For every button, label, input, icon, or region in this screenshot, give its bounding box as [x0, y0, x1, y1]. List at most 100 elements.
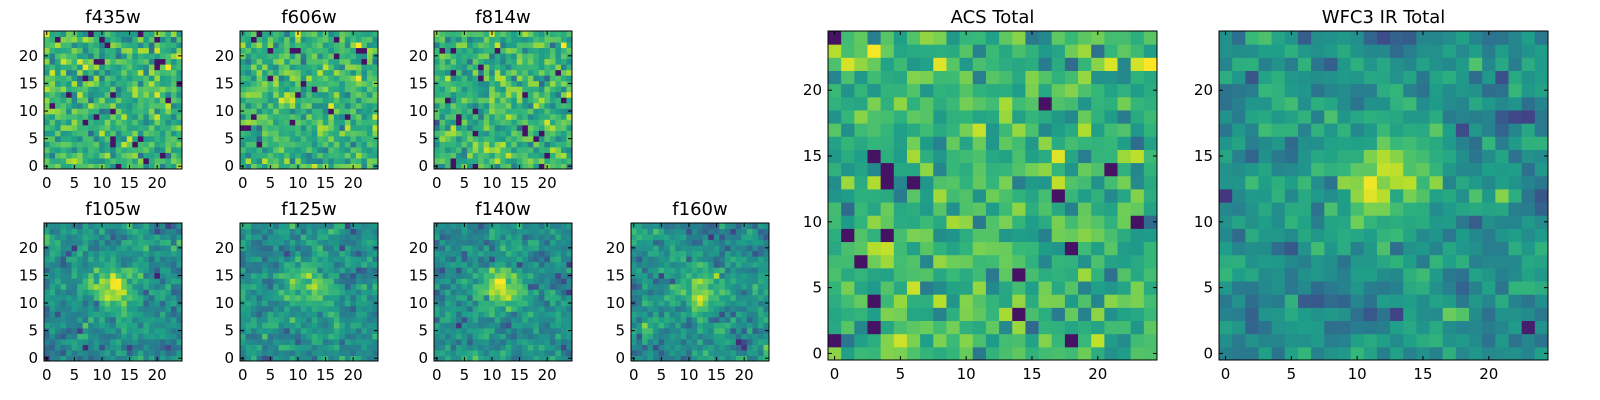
heatmap-cell: [746, 256, 753, 263]
heatmap-cell: [538, 283, 545, 290]
heatmap-cell: [284, 47, 291, 54]
heatmap-cell: [311, 53, 318, 60]
heatmap-cell: [505, 53, 512, 60]
heatmap-cell: [361, 31, 368, 38]
heatmap-cell: [245, 267, 252, 274]
heatmap-cell: [256, 157, 263, 164]
heatmap-cell: [867, 149, 882, 164]
heatmap-cell: [110, 141, 117, 148]
heatmap-cell: [686, 256, 693, 263]
heatmap-cell: [317, 91, 324, 98]
heatmap-cell: [251, 135, 258, 142]
heatmap-cell: [653, 223, 660, 230]
heatmap-cell: [658, 289, 665, 296]
heatmap-cell: [132, 300, 139, 307]
heatmap-cell: [708, 294, 715, 301]
heatmap-cell: [339, 86, 346, 93]
heatmap-cell: [311, 124, 318, 131]
heatmap-cell: [1051, 346, 1066, 361]
y-tick-label: 15: [215, 266, 234, 284]
heatmap-cell: [724, 289, 731, 296]
heatmap-cell: [355, 135, 362, 142]
heatmap-cell: [445, 36, 452, 43]
heatmap-cell: [333, 327, 340, 334]
heatmap-cell: [295, 157, 302, 164]
heatmap-cell: [697, 316, 704, 323]
heatmap-cell: [366, 261, 373, 268]
heatmap-cell: [55, 86, 62, 93]
heatmap-cell: [680, 294, 687, 301]
heatmap-cell: [478, 245, 485, 252]
heatmap-cell: [132, 124, 139, 131]
heatmap-cell: [328, 283, 335, 290]
heatmap-cell: [132, 245, 139, 252]
heatmap-cell: [664, 316, 671, 323]
heatmap-cell: [854, 241, 868, 256]
heatmap-cell: [445, 245, 452, 252]
heatmap-cell: [1117, 267, 1132, 282]
heatmap-cell: [686, 283, 693, 290]
heatmap-cell: [110, 327, 117, 334]
heatmap-cell: [355, 349, 362, 356]
heatmap-cell: [702, 234, 709, 241]
heatmap-cell: [49, 327, 56, 334]
heatmap-cell: [176, 42, 183, 49]
heatmap-cell: [344, 31, 351, 38]
heatmap-cell: [445, 300, 452, 307]
heatmap-cell: [99, 102, 106, 109]
heatmap-cell: [49, 278, 56, 285]
heatmap-cell: [730, 349, 737, 356]
heatmap-cell: [60, 250, 67, 257]
heatmap-cell: [522, 311, 529, 318]
heatmap-cell: [472, 152, 479, 159]
heatmap-cell: [82, 146, 89, 153]
heatmap-cell: [483, 223, 490, 230]
heatmap-cell: [494, 135, 501, 142]
heatmap-cell: [439, 338, 446, 345]
heatmap-cell: [746, 272, 753, 279]
heatmap-cell: [344, 69, 351, 76]
heatmap-cell: [1038, 254, 1053, 269]
heatmap-cell: [165, 228, 172, 235]
heatmap-cell: [456, 245, 463, 252]
heatmap-cell: [467, 228, 474, 235]
heatmap-cell: [516, 97, 523, 104]
heatmap-cell: [267, 157, 274, 164]
heatmap-cell: [361, 36, 368, 43]
heatmap-cell: [273, 223, 280, 230]
heatmap-cell: [267, 256, 274, 263]
heatmap-cell: [44, 228, 51, 235]
heatmap-cell: [44, 75, 51, 82]
heatmap-cell: [311, 97, 318, 104]
heatmap-cell: [527, 113, 534, 120]
heatmap-cell: [71, 283, 78, 290]
heatmap-cell: [724, 228, 731, 235]
heatmap-cell: [730, 223, 737, 230]
heatmap-cell: [165, 97, 172, 104]
heatmap-cell: [516, 289, 523, 296]
heatmap-cell: [104, 102, 111, 109]
heatmap-cell: [566, 58, 573, 65]
heatmap-cell: [538, 300, 545, 307]
heatmap-cell: [273, 157, 280, 164]
heatmap-cell: [267, 250, 274, 257]
heatmap-cell: [121, 245, 128, 252]
heatmap-cell: [664, 223, 671, 230]
heatmap-cell: [522, 327, 529, 334]
heatmap-cell: [170, 349, 177, 356]
heatmap-cell: [1012, 175, 1026, 190]
heatmap-cell: [511, 42, 518, 49]
x-tick-label: 15: [316, 174, 335, 192]
heatmap-cell: [763, 223, 770, 230]
heatmap-cell: [719, 316, 726, 323]
heatmap-cell: [82, 42, 89, 49]
heatmap-cell: [333, 349, 340, 356]
heatmap-cell: [170, 113, 177, 120]
heatmap-cell: [538, 135, 545, 142]
heatmap-cell: [66, 75, 73, 82]
heatmap-cell: [300, 108, 307, 115]
heatmap-cell: [344, 130, 351, 137]
heatmap-cell: [132, 75, 139, 82]
x-tick-label: 20: [538, 174, 557, 192]
heatmap-cell: [256, 311, 263, 318]
